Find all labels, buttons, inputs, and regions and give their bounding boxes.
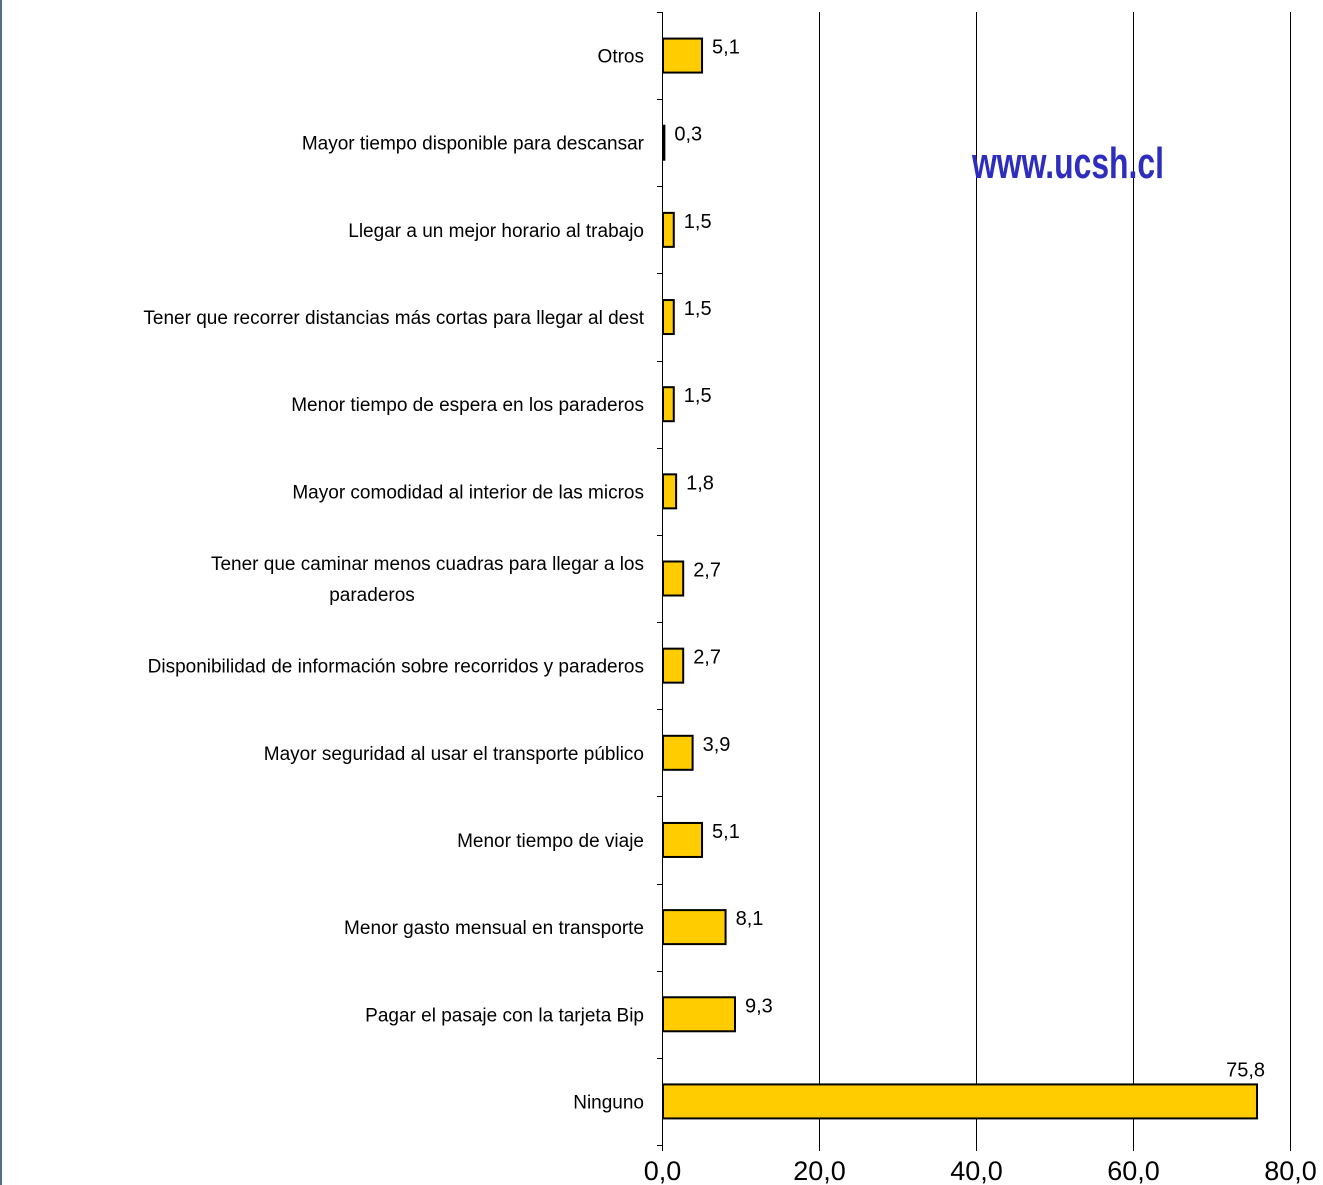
category-label: Tener que caminar menos cuadras para lle…: [211, 554, 644, 575]
category-label: Menor tiempo de espera en los paraderos: [291, 395, 644, 416]
data-label: 5,1: [712, 37, 740, 59]
data-label: 5,1: [712, 821, 740, 843]
bar: [662, 473, 678, 510]
x-tick-label: 20,0: [793, 1156, 846, 1185]
category-label: Llegar a un mejor horario al trabajo: [348, 221, 644, 242]
bar: [662, 909, 727, 946]
data-label: 0,3: [674, 124, 702, 146]
data-label: 2,7: [693, 560, 721, 582]
category-label: paraderos: [329, 585, 415, 606]
category-label: Menor gasto mensual en transporte: [344, 918, 644, 939]
x-tick-label: 80,0: [1264, 1156, 1317, 1185]
x-tick-label: 0,0: [644, 1156, 682, 1185]
category-label: Mayor tiempo disponible para descansar: [302, 134, 645, 155]
bar: [662, 734, 694, 771]
data-label: 1,8: [686, 472, 714, 494]
labels: 0,0 20,0 40,0 60,0 80,0 5,1 Otros 0,3 Mayor tiem…: [143, 37, 1316, 1185]
data-label: 2,7: [693, 647, 721, 669]
data-label: 75,8: [1226, 1059, 1265, 1081]
category-label: Menor tiempo de viaje: [457, 831, 644, 852]
category-label: Otros: [598, 47, 644, 68]
category-label: Tener que recorrer distancias más cortas…: [143, 308, 644, 329]
data-label: 3,9: [703, 734, 731, 756]
x-tick-label: 40,0: [950, 1156, 1003, 1185]
bar: [662, 560, 685, 597]
bar: [662, 647, 685, 684]
bar: [662, 996, 737, 1033]
data-label: 8,1: [736, 908, 764, 930]
gridlines: [819, 12, 1291, 1145]
bar: [662, 299, 675, 336]
data-label: 1,5: [684, 385, 712, 407]
bar: [662, 124, 666, 161]
category-label: Mayor seguridad al usar el transporte pú…: [264, 744, 644, 765]
category-label: Ninguno: [573, 1092, 644, 1113]
x-tick-label: 60,0: [1107, 1156, 1160, 1185]
data-label: 1,5: [684, 211, 712, 233]
bar: [662, 37, 704, 74]
category-label: Disponibilidad de información sobre reco…: [148, 657, 644, 678]
bar: [662, 211, 675, 248]
bars: [662, 37, 1259, 1120]
data-label: 9,3: [745, 995, 773, 1017]
bar: [662, 1083, 1259, 1120]
bar: [662, 821, 704, 858]
bar: [662, 386, 675, 423]
data-label: 1,5: [684, 298, 712, 320]
watermark-logo: www.ucsh.cl: [971, 139, 1164, 188]
category-label: Pagar el pasaje con la tarjeta Bip: [365, 1005, 644, 1026]
category-label: Mayor comodidad al interior de las micro…: [292, 482, 644, 503]
